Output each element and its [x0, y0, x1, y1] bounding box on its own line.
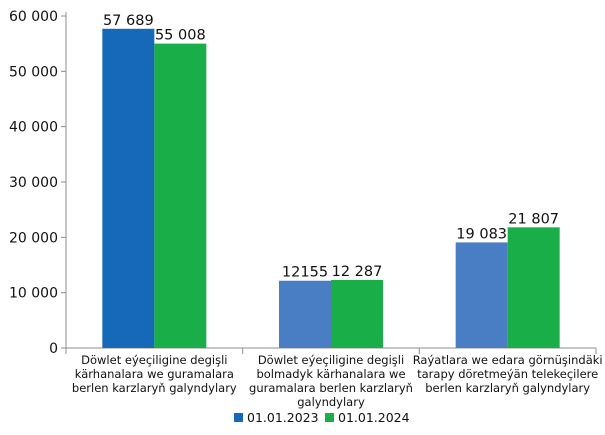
legend-swatch: [234, 413, 243, 422]
bar: [331, 280, 383, 348]
y-tick-label: 20 000: [9, 230, 58, 246]
x-category-label: Raýatlara we edara görnüşindäki: [413, 353, 603, 367]
x-category-label: galyndylary: [297, 395, 365, 409]
data-label: 12 287: [332, 264, 383, 280]
x-category-label: kärhanalara we guramalara: [75, 367, 234, 381]
y-tick-label: 50 000: [9, 64, 58, 80]
legend-label: 01.01.2024: [338, 410, 410, 425]
y-tick-label: 60 000: [9, 9, 58, 25]
data-label: 21 807: [508, 211, 559, 227]
y-tick-label: 0: [49, 341, 58, 357]
x-category-label: Döwlet eýeçiligine degişli: [258, 353, 404, 367]
x-category-label: berlen karzlaryň galyndylary: [72, 381, 237, 395]
data-label: 19 083: [456, 226, 507, 242]
legend-label: 01.01.2023: [247, 410, 319, 425]
x-category-label: berlen karzlaryň galyndylary: [425, 381, 590, 395]
bar: [154, 43, 207, 348]
bar: [455, 242, 508, 348]
y-tick-label: 40 000: [9, 120, 58, 136]
y-tick-label: 10 000: [9, 286, 58, 302]
bar: [507, 227, 560, 348]
x-category-label: guramalara berlen karzlaryň: [249, 381, 413, 395]
x-category-label: tarapy döretmeýän telekeçilere: [417, 367, 598, 381]
bar: [279, 280, 331, 348]
data-label: 12155: [282, 265, 328, 281]
data-label: 55 008: [155, 28, 206, 44]
x-category-label: Döwlet eýeçiligine degişli: [81, 353, 227, 367]
legend-swatch: [325, 413, 334, 422]
x-category-label: bolmadyk kärhanalara we: [256, 367, 405, 381]
bar: [102, 28, 155, 348]
data-label: 57 689: [103, 13, 154, 29]
y-tick-label: 30 000: [9, 175, 58, 191]
